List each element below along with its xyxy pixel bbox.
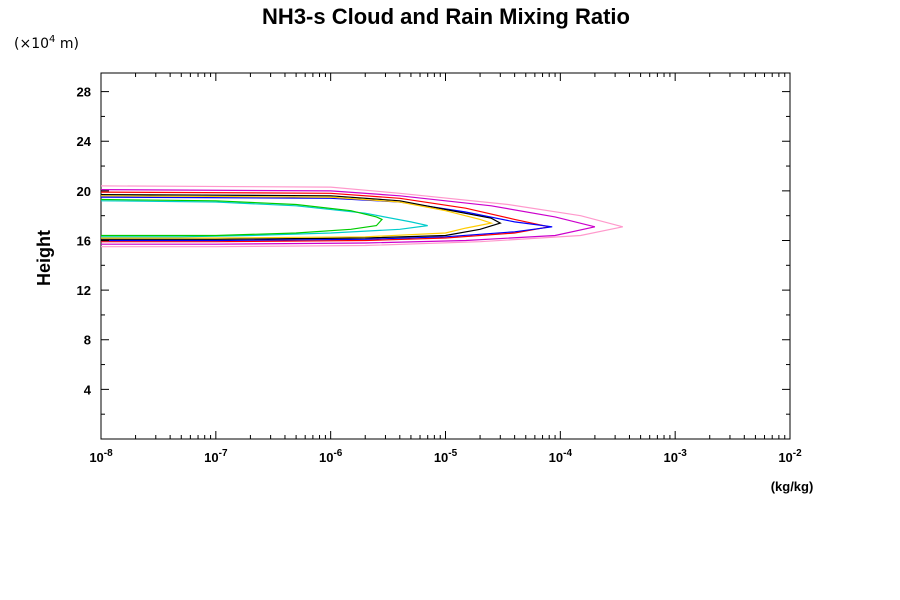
series-line-5	[100, 194, 502, 240]
y-tick-label: 4	[84, 382, 92, 397]
x-tick-exponent: -5	[448, 448, 457, 459]
y-tick-label: 12	[77, 283, 91, 298]
x-tick-label: 10-7	[204, 448, 228, 465]
y-tick-label: 28	[77, 85, 91, 100]
x-tick-base: 10	[434, 450, 448, 465]
x-tick-base: 10	[319, 450, 333, 465]
x-tick-exponent: -3	[678, 448, 687, 459]
series-line-4	[100, 196, 553, 242]
x-tick-label: 10-6	[319, 448, 343, 465]
x-tick-exponent: -6	[333, 448, 342, 459]
x-tick-label: 10-5	[434, 448, 458, 465]
plot-frame	[100, 72, 791, 440]
x-tick-label: 10-3	[663, 448, 687, 465]
x-tick-base: 10	[663, 450, 677, 465]
y-axis-label: Height	[34, 230, 54, 286]
series-line-7	[100, 200, 428, 238]
x-axis-label: (kg/kg)	[771, 479, 814, 494]
series-line-6	[100, 195, 494, 239]
series-line-8	[100, 198, 383, 237]
y-unit-prefix: (×10	[14, 36, 49, 52]
series-layer	[100, 185, 623, 248]
y-tick-label: 24	[77, 134, 92, 149]
x-tick-exponent: -2	[793, 448, 802, 459]
x-tick-base: 10	[204, 450, 218, 465]
x-tick-label: 10-2	[778, 448, 802, 465]
y-unit-label: (×104 m)	[14, 34, 79, 52]
axes	[100, 72, 791, 440]
x-tick-base: 10	[778, 450, 792, 465]
y-unit-exponent: 4	[49, 34, 55, 45]
x-tick-label: 10-4	[549, 448, 573, 465]
y-tick-label: 8	[84, 333, 91, 348]
series-line-2	[100, 189, 596, 245]
x-tick-base: 10	[549, 450, 563, 465]
x-tick-exponent: -8	[104, 448, 113, 459]
x-tick-exponent: -7	[219, 448, 228, 459]
series-line-1	[100, 185, 623, 248]
x-tick-label: 10-8	[89, 448, 113, 465]
x-tick-exponent: -4	[563, 448, 572, 459]
y-tick-label: 20	[77, 184, 91, 199]
y-tick-label: 16	[77, 233, 91, 248]
chart-title: NH3-s Cloud and Rain Mixing Ratio	[262, 4, 630, 29]
y-unit-suffix: m)	[55, 36, 79, 52]
x-tick-base: 10	[89, 450, 103, 465]
